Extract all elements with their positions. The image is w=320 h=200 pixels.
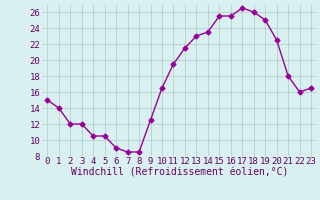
X-axis label: Windchill (Refroidissement éolien,°C): Windchill (Refroidissement éolien,°C) [70,168,288,178]
